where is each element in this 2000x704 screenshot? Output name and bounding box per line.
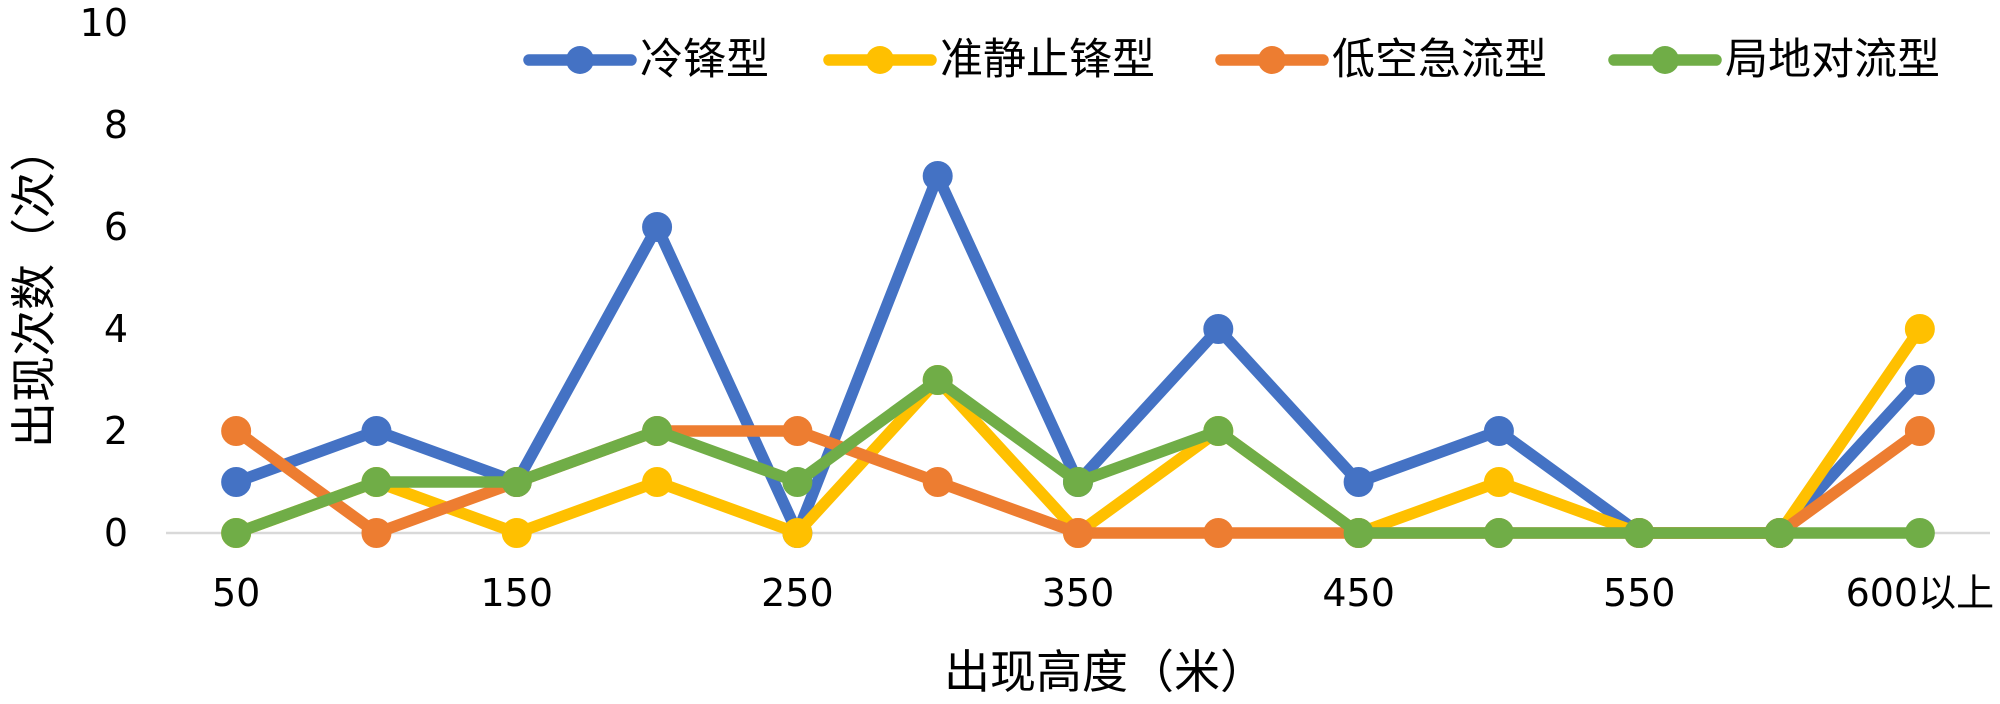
legend-label: 准静止锋型 bbox=[940, 35, 1155, 85]
data-point bbox=[1904, 314, 1935, 344]
x-tick-label: 150 bbox=[481, 571, 554, 615]
data-point bbox=[1343, 467, 1374, 497]
data-point bbox=[361, 416, 392, 446]
y-axis-ticks: 0 2 4 6 8 10 bbox=[80, 1, 128, 555]
y-tick-label: 4 bbox=[104, 307, 128, 351]
legend-swatch-marker bbox=[1651, 46, 1679, 74]
y-axis-title: 出现次数（次） bbox=[7, 126, 61, 448]
data-point bbox=[1063, 518, 1093, 548]
data-point bbox=[1063, 467, 1093, 497]
x-tick-label: 450 bbox=[1322, 571, 1395, 615]
data-point bbox=[221, 518, 252, 548]
data-point bbox=[1203, 518, 1234, 548]
legend-swatch-marker bbox=[1258, 46, 1286, 74]
data-point bbox=[1764, 518, 1795, 548]
legend: 冷锋型 准静止锋型 低空急流型 局地对流型 bbox=[523, 35, 1940, 85]
legend-label: 低空急流型 bbox=[1332, 35, 1547, 85]
axes: 0 2 4 6 8 10 50 150 250 350 450 550 600以上 出现次数（次） 出… bbox=[7, 1, 1994, 699]
data-point bbox=[1203, 416, 1234, 446]
y-tick-label: 0 bbox=[104, 511, 128, 555]
series-group bbox=[221, 365, 1935, 548]
data-point bbox=[1904, 416, 1935, 446]
data-point bbox=[361, 467, 392, 497]
x-tick-label: 50 bbox=[212, 571, 260, 615]
x-tick-label: 600以上 bbox=[1846, 571, 1995, 615]
y-tick-label: 6 bbox=[104, 205, 128, 249]
legend-label: 冷锋型 bbox=[640, 35, 769, 85]
data-point bbox=[501, 467, 532, 497]
series-group bbox=[221, 314, 1935, 548]
data-point bbox=[221, 467, 252, 497]
data-point bbox=[782, 518, 813, 548]
x-tick-label: 250 bbox=[761, 571, 834, 615]
data-point bbox=[642, 467, 673, 497]
data-point bbox=[1483, 467, 1514, 497]
legend-label: 局地对流型 bbox=[1725, 35, 1940, 85]
data-point bbox=[922, 365, 953, 395]
y-tick-label: 10 bbox=[80, 1, 128, 45]
data-point bbox=[1483, 518, 1514, 548]
y-tick-label: 2 bbox=[104, 409, 128, 453]
data-point bbox=[642, 212, 673, 242]
data-point bbox=[922, 161, 953, 191]
x-tick-label: 550 bbox=[1603, 571, 1676, 615]
x-tick-label: 350 bbox=[1042, 571, 1115, 615]
data-point bbox=[1904, 518, 1935, 548]
data-point bbox=[782, 416, 813, 446]
y-tick-label: 8 bbox=[104, 103, 128, 147]
legend-item: 局地对流型 bbox=[1608, 35, 1940, 85]
data-point bbox=[922, 467, 953, 497]
data-point bbox=[361, 518, 392, 548]
data-point bbox=[501, 518, 532, 548]
data-point bbox=[221, 416, 252, 446]
x-axis-ticks: 50 150 250 350 450 550 600以上 bbox=[212, 571, 1994, 615]
plot-area bbox=[221, 161, 1935, 548]
data-point bbox=[1203, 314, 1234, 344]
data-point bbox=[1624, 518, 1655, 548]
data-point bbox=[1343, 518, 1374, 548]
data-point bbox=[1904, 365, 1935, 395]
legend-item: 冷锋型 bbox=[523, 35, 769, 85]
series-line bbox=[230, 374, 1926, 539]
data-point bbox=[782, 467, 813, 497]
series-line bbox=[230, 323, 1926, 539]
legend-swatch-marker bbox=[566, 46, 594, 74]
legend-swatch-marker bbox=[866, 46, 894, 74]
x-axis-title: 出现高度（米） bbox=[944, 645, 1266, 699]
data-point bbox=[642, 416, 673, 446]
legend-item: 低空急流型 bbox=[1215, 35, 1547, 85]
legend-item: 准静止锋型 bbox=[823, 35, 1155, 85]
data-point bbox=[1483, 416, 1514, 446]
